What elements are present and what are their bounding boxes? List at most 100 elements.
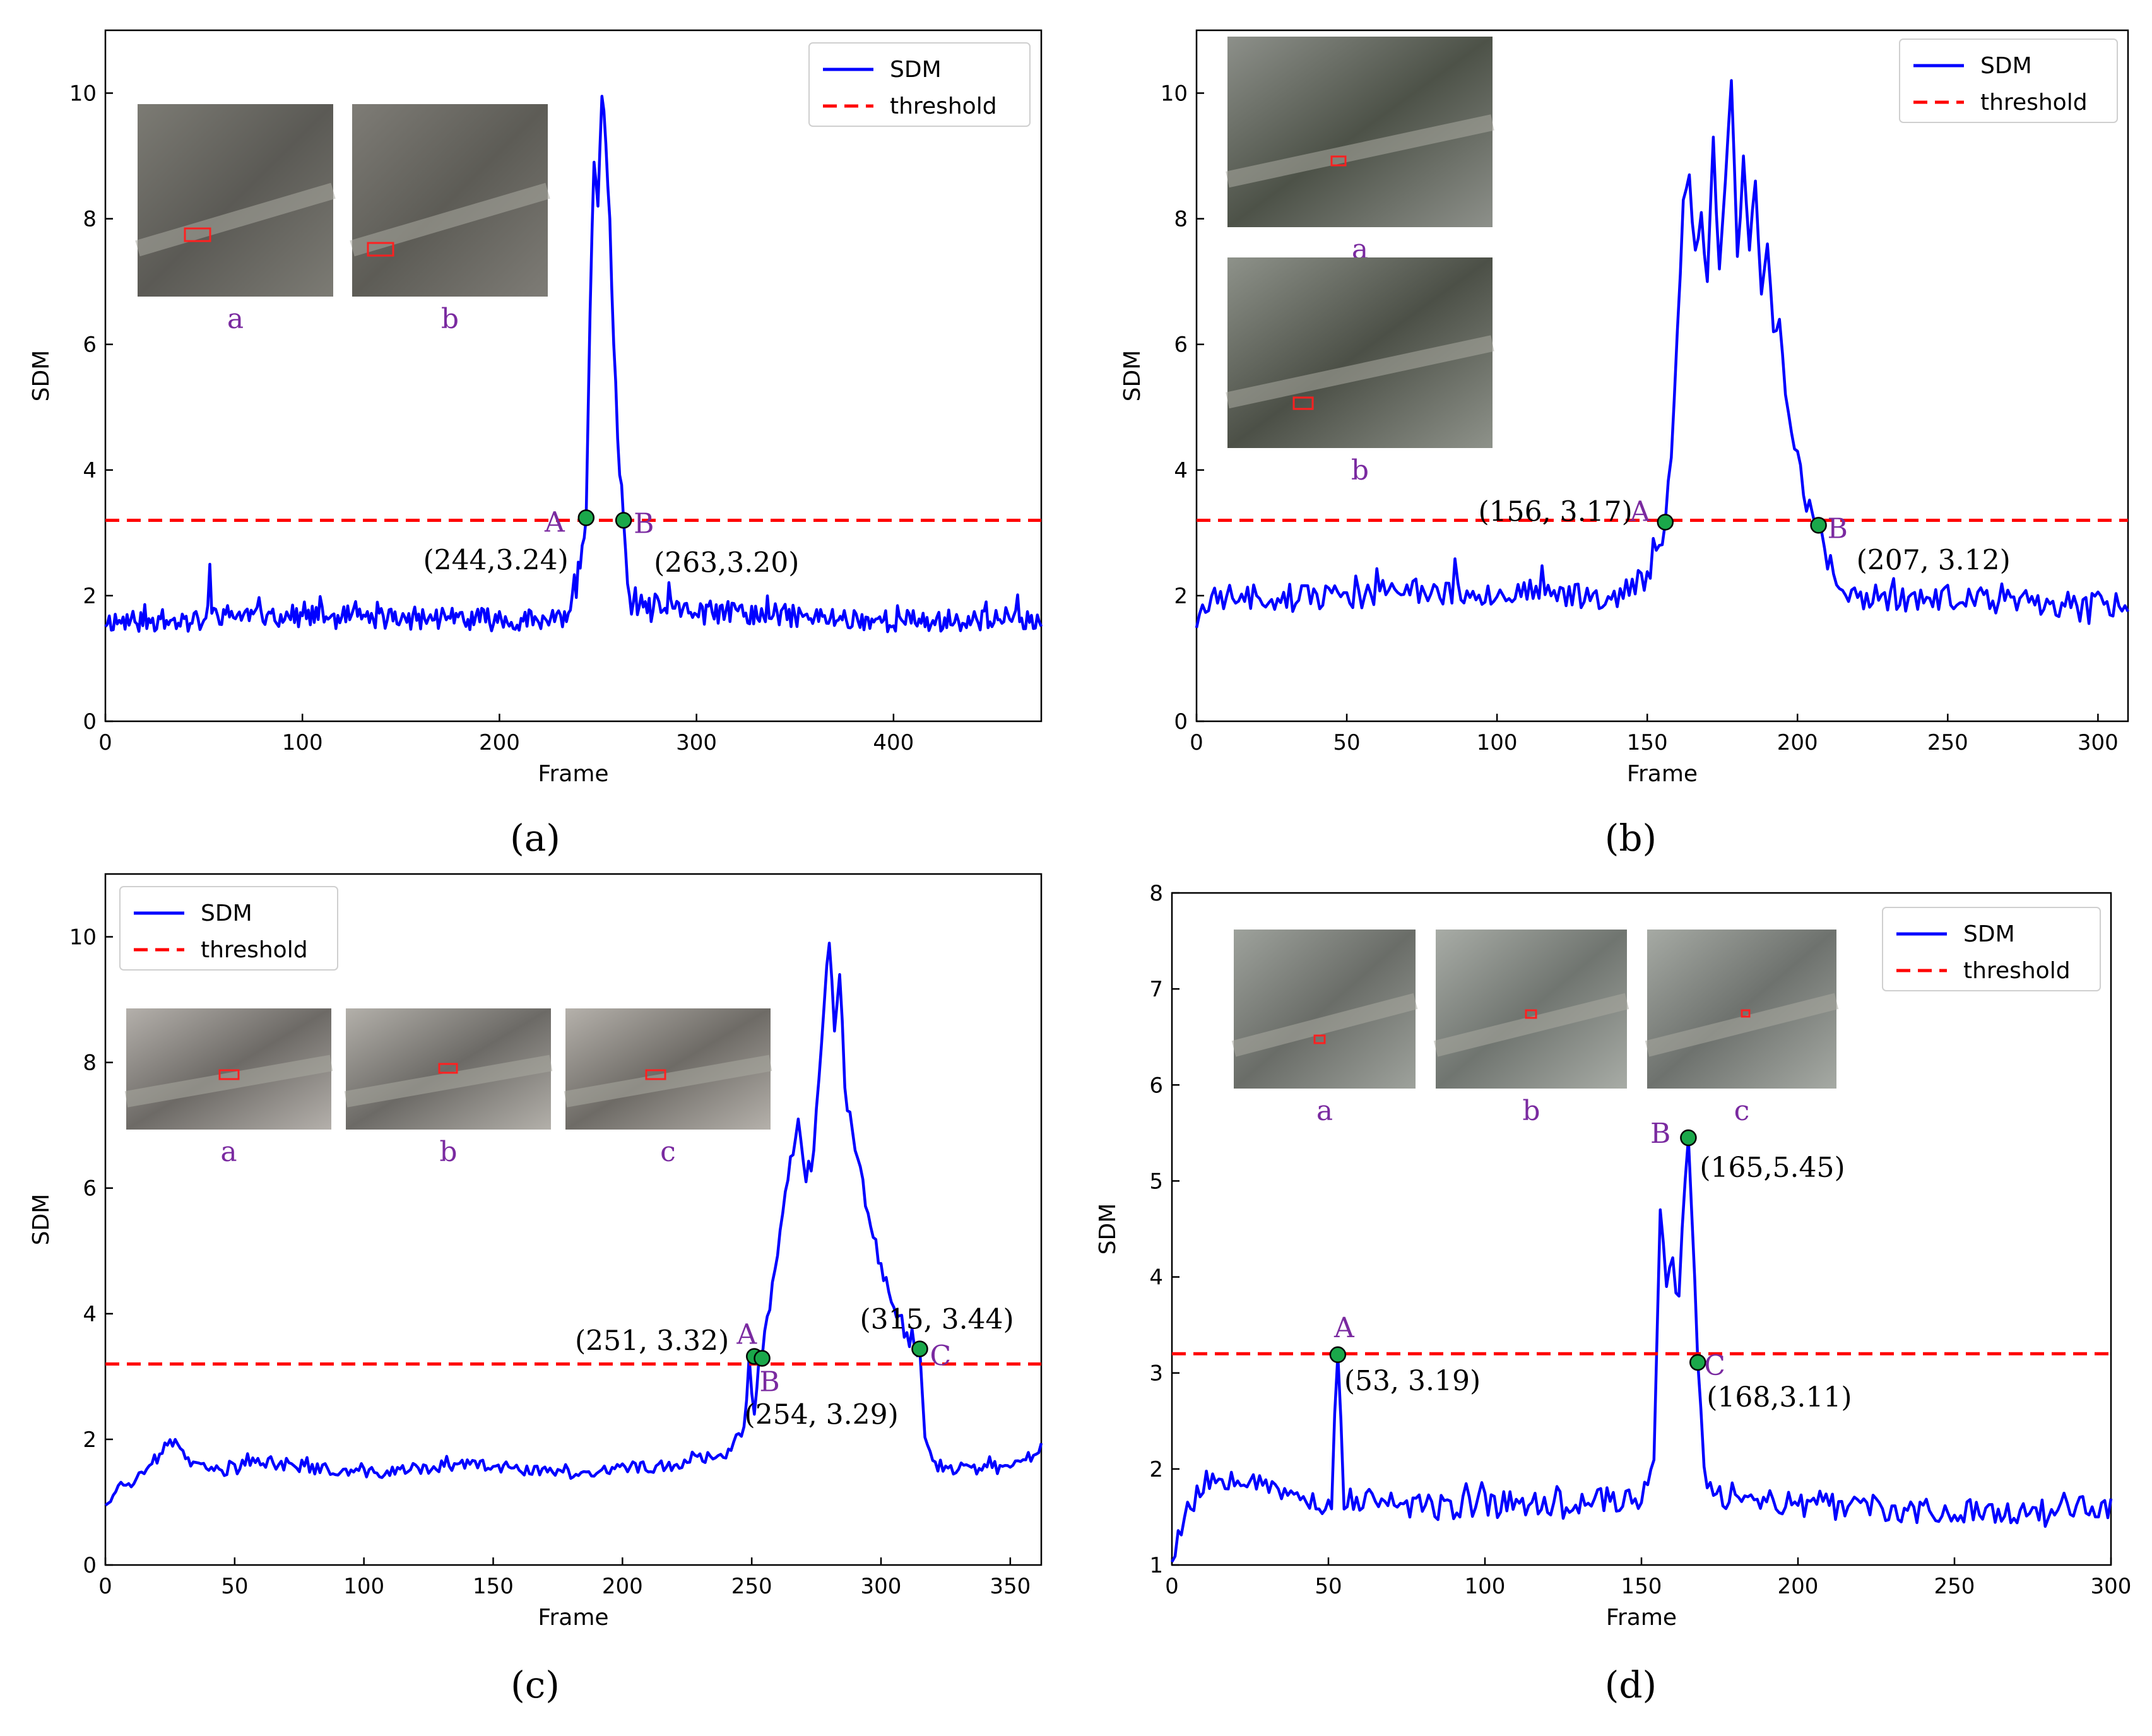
caption-d: (d): [1605, 1663, 1657, 1706]
y-tick-label: 3: [1149, 1361, 1163, 1386]
y-tick-label: 4: [1149, 1265, 1163, 1290]
inset-road: [124, 1054, 333, 1107]
target-box: [438, 1063, 458, 1074]
target-box: [218, 1069, 240, 1080]
legend-box: [1899, 38, 2118, 123]
inset-road: [1231, 993, 1418, 1057]
x-tick-label: 300: [2091, 1574, 2132, 1599]
x-tick-label: 250: [1927, 730, 1968, 755]
sdm-series-line: [1171, 1136, 2113, 1563]
y-tick-label: 0: [83, 709, 97, 735]
x-tick-label: 400: [873, 730, 914, 755]
y-tick-label: 8: [83, 1051, 97, 1076]
x-tick-label: 50: [1315, 1574, 1342, 1599]
y-tick-label: 6: [1149, 1073, 1163, 1098]
point-marker: [754, 1350, 771, 1367]
target-box: [645, 1069, 666, 1080]
target-box: [367, 242, 394, 257]
inset-image-a: a: [1226, 37, 1494, 266]
inset-label: c: [1734, 1095, 1750, 1127]
chart-panel-a: 0 100 200 300 400 0 2 4 6 8 10 Frame SDM a b SDM thresho…: [28, 29, 1043, 787]
x-axis-label: Frame: [538, 761, 608, 787]
legend-threshold-label: threshold: [201, 937, 308, 963]
point-marker: [615, 512, 632, 529]
x-tick-label: 150: [473, 1574, 514, 1599]
y-tick-label: 2: [1174, 584, 1188, 609]
legend-box: [808, 42, 1031, 127]
x-tick-label: 150: [1621, 1574, 1662, 1599]
inset-road: [135, 182, 336, 257]
chart-panel-d: 0 50 100 150 200 250 300 1 2 3 4 5 6 7 8 Frame SDM a b c SDM…: [1095, 881, 2131, 1631]
x-tick-label: 0: [98, 730, 112, 755]
y-axis-label: SDM: [28, 350, 54, 402]
y-tick-label: 7: [1149, 977, 1163, 1002]
inset-image-a: a: [135, 104, 336, 335]
inset-label: b: [441, 303, 459, 335]
x-tick-label: 50: [221, 1574, 248, 1599]
x-axis-label: Frame: [1627, 761, 1698, 787]
point-letter: B: [759, 1366, 779, 1398]
point-letter: A: [1333, 1312, 1355, 1344]
point-letter: A: [736, 1319, 757, 1351]
target-box: [184, 227, 211, 242]
inset-road: [564, 1054, 772, 1107]
y-tick-label: 6: [83, 1176, 97, 1202]
inset-road: [1226, 114, 1494, 188]
point-coordinate-label: (315, 3.44): [860, 1304, 1014, 1336]
inset-image-b: b: [350, 104, 550, 335]
inset-label: a: [1316, 1095, 1333, 1127]
y-tick-label: 10: [69, 81, 97, 107]
x-tick-label: 200: [1777, 730, 1818, 755]
point-A: A (53, 3.19): [1329, 1312, 1481, 1397]
x-tick-label: 300: [676, 730, 717, 755]
inset-image-a: a: [1231, 930, 1418, 1127]
point-C: C (315, 3.44): [860, 1304, 1014, 1373]
y-tick-label: 2: [1149, 1457, 1163, 1482]
target-box: [1330, 155, 1347, 167]
y-tick-label: 6: [1174, 333, 1188, 358]
x-tick-label: 100: [282, 730, 323, 755]
x-tick-label: 0: [1190, 730, 1203, 755]
y-tick-label: 1: [1149, 1553, 1163, 1578]
point-coordinate-label: (207, 3.12): [1857, 544, 2011, 576]
target-box: [1741, 1009, 1751, 1018]
legend-sdm-label: SDM: [1963, 921, 2015, 947]
y-axis-label: SDM: [1120, 350, 1145, 402]
inset-label: a: [227, 303, 244, 335]
point-coordinate-label: (263,3.20): [654, 546, 799, 579]
y-tick-label: 2: [83, 584, 97, 609]
target-box: [1313, 1034, 1326, 1044]
x-tick-label: 150: [1627, 730, 1668, 755]
point-coordinate-label: (168,3.11): [1706, 1381, 1852, 1414]
inset-road: [350, 182, 550, 257]
inset-label: b: [1351, 454, 1369, 487]
x-tick-label: 0: [1165, 1574, 1179, 1599]
target-box: [1292, 396, 1314, 410]
plot-frame: [104, 873, 1043, 1566]
y-tick-label: 2: [83, 1427, 97, 1453]
y-tick-label: 8: [1149, 881, 1163, 906]
chart-panel-b: 0 50 100 150 200 250 300 0 2 4 6 8 10 Frame SDM a b SDM th…: [1120, 29, 2129, 787]
y-tick-label: 0: [1174, 709, 1188, 735]
inset-road: [344, 1054, 553, 1107]
point-marker: [577, 509, 595, 526]
point-coordinate-label: (251, 3.32): [575, 1325, 729, 1357]
point-A: A (244,3.24): [423, 506, 595, 576]
y-tick-label: 8: [83, 207, 97, 232]
x-tick-label: 250: [1934, 1574, 1975, 1599]
inset-image-b: b: [1226, 257, 1494, 487]
x-tick-label: 300: [861, 1574, 902, 1599]
caption-c: (c): [511, 1663, 560, 1706]
point-coordinate-label: (254, 3.29): [745, 1398, 899, 1431]
sdm-series-line: [104, 942, 1043, 1507]
plot-frame: [104, 29, 1043, 723]
point-B: B(254, 3.29): [745, 1350, 899, 1431]
point-coordinate-label: (244,3.24): [423, 544, 569, 576]
y-axis-label: SDM: [28, 1194, 54, 1246]
y-tick-label: 4: [1174, 458, 1188, 483]
point-C: C(168,3.11): [1689, 1350, 1852, 1414]
x-tick-label: 50: [1333, 730, 1360, 755]
y-tick-label: 4: [83, 458, 97, 483]
inset-image-a: a: [124, 1008, 333, 1168]
